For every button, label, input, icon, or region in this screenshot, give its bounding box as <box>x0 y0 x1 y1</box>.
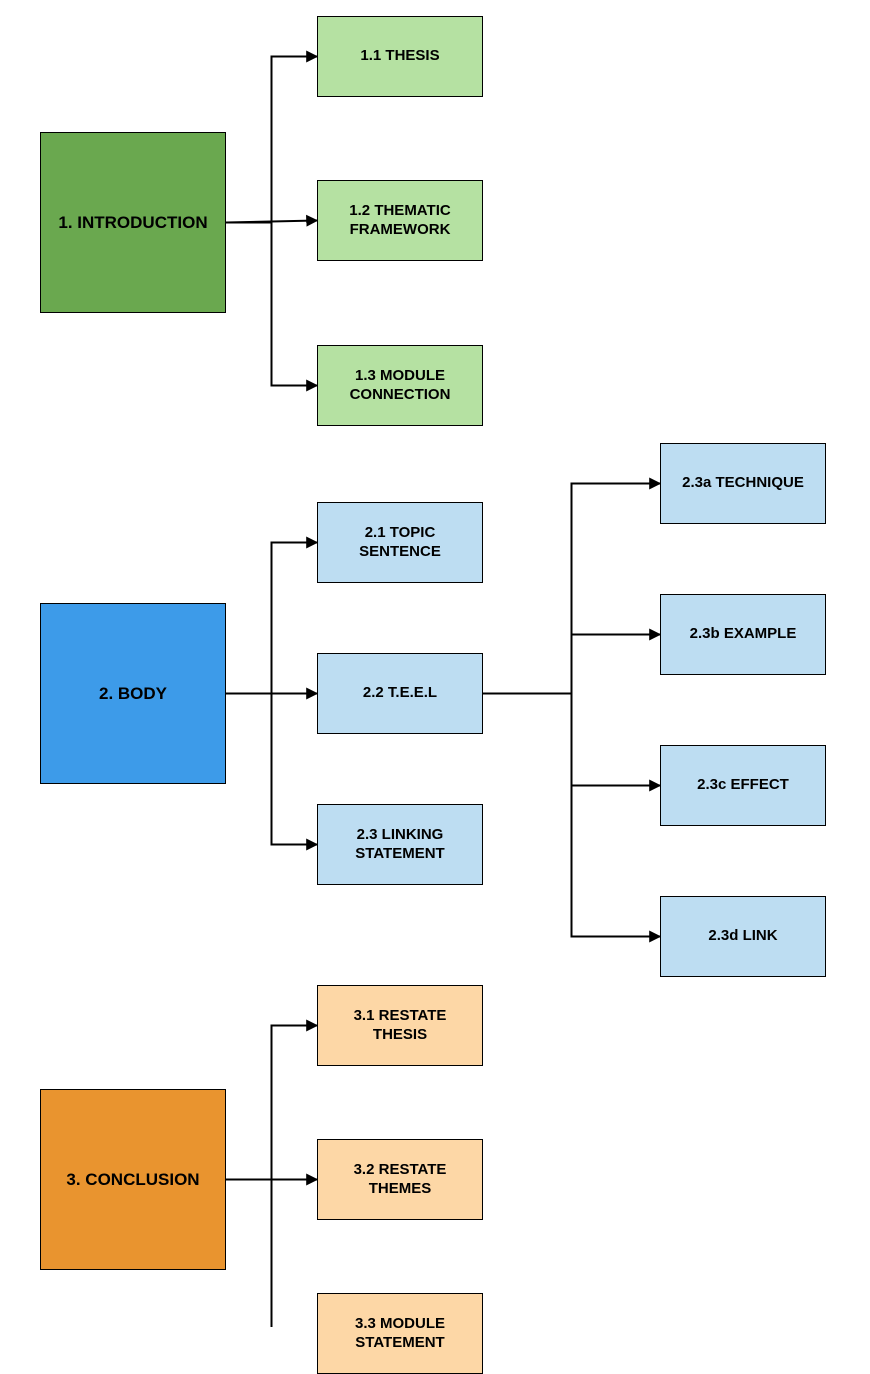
node-n_1_3: 1.3 MODULE CONNECTION <box>317 345 483 426</box>
node-n_2_3: 2.3 LINKING STATEMENT <box>317 804 483 885</box>
node-n_2_3a: 2.3a TECHNIQUE <box>660 443 826 524</box>
edge-n_2_2-to-n_2_3c <box>483 694 660 786</box>
node-label: 2.2 T.E.E.L <box>363 684 437 703</box>
node-n_2_3b: 2.3b EXAMPLE <box>660 594 826 675</box>
node-label: 3.2 RESTATE THEMES <box>326 1161 474 1199</box>
edge-n_concl-to-n_3_3 <box>226 1180 317 1328</box>
node-label: 2.1 TOPIC SENTENCE <box>326 524 474 562</box>
node-label: 2.3 LINKING STATEMENT <box>326 826 474 864</box>
node-n_2_3c: 2.3c EFFECT <box>660 745 826 826</box>
node-n_3_1: 3.1 RESTATE THESIS <box>317 985 483 1066</box>
node-label: 2.3b EXAMPLE <box>690 625 797 644</box>
node-label: 1.3 MODULE CONNECTION <box>326 367 474 405</box>
node-label: 3. CONCLUSION <box>66 1169 199 1190</box>
node-n_intro: 1. INTRODUCTION <box>40 132 226 313</box>
node-label: 2.3d LINK <box>708 927 777 946</box>
node-n_2_2: 2.2 T.E.E.L <box>317 653 483 734</box>
node-n_3_3: 3.3 MODULE STATEMENT <box>317 1293 483 1374</box>
edge-n_intro-to-n_1_1 <box>226 57 317 223</box>
edge-n_body-to-n_2_3 <box>226 694 317 845</box>
node-label: 1.1 THESIS <box>360 47 439 66</box>
diagram-stage: 1. INTRODUCTION 2. BODY 3. CONCLUSION 1.1 T… <box>0 0 870 1327</box>
node-label: 1.2 THEMATIC FRAMEWORK <box>326 202 474 240</box>
node-label: 3.1 RESTATE THESIS <box>326 1007 474 1045</box>
node-label: 3.3 MODULE STATEMENT <box>326 1315 474 1353</box>
edge-n_2_2-to-n_2_3a <box>483 484 660 694</box>
node-n_concl: 3. CONCLUSION <box>40 1089 226 1270</box>
node-n_2_3d: 2.3d LINK <box>660 896 826 977</box>
edge-n_intro-to-n_1_3 <box>226 223 317 386</box>
node-n_3_2: 3.2 RESTATE THEMES <box>317 1139 483 1220</box>
edge-n_2_2-to-n_2_3d <box>483 694 660 937</box>
node-label: 2.3c EFFECT <box>697 776 789 795</box>
node-n_1_1: 1.1 THESIS <box>317 16 483 97</box>
edge-n_2_2-to-n_2_3b <box>483 635 660 694</box>
node-n_body: 2. BODY <box>40 603 226 784</box>
node-n_2_1: 2.1 TOPIC SENTENCE <box>317 502 483 583</box>
node-n_1_2: 1.2 THEMATIC FRAMEWORK <box>317 180 483 261</box>
edge-n_concl-to-n_3_1 <box>226 1026 317 1180</box>
node-label: 2. BODY <box>99 683 167 704</box>
edge-n_body-to-n_2_1 <box>226 543 317 694</box>
node-label: 1. INTRODUCTION <box>58 212 207 233</box>
edge-n_intro-to-n_1_2 <box>226 221 317 223</box>
node-label: 2.3a TECHNIQUE <box>682 474 804 493</box>
